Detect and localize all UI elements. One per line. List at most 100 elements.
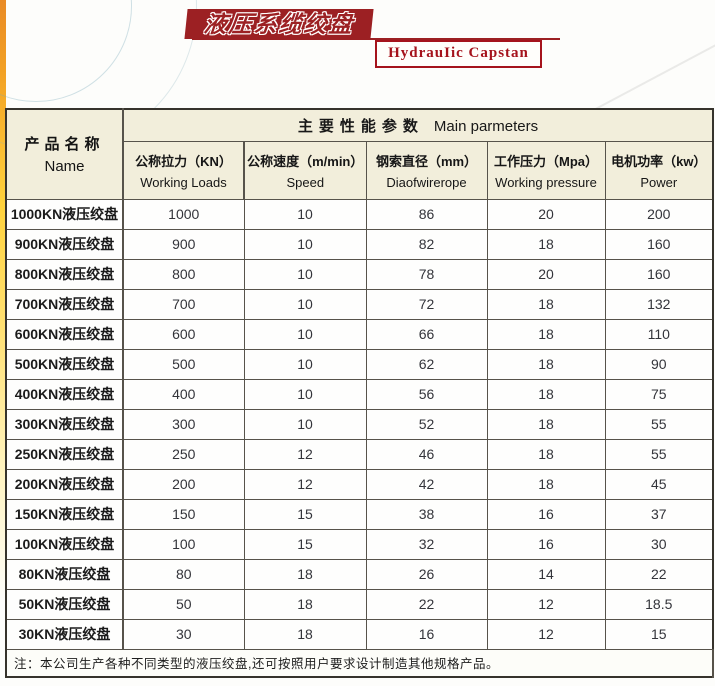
value-cell: 18	[486, 318, 606, 350]
value-cell: 10	[243, 198, 367, 230]
product-name-cell: 900KN液压绞盘	[5, 228, 124, 260]
value-cell: 200	[604, 198, 714, 230]
value-cell: 50	[122, 588, 245, 620]
table-row: 30KN液压绞盘 30 18 16 12 15	[5, 618, 714, 650]
column-header-cn: 钢索直径（mm）	[375, 153, 478, 169]
table-body: 1000KN液压绞盘 1000 10 86 20 200 900KN液压绞盘 900 10 82 1…	[5, 198, 714, 650]
product-name-cell: 50KN液压绞盘	[5, 588, 124, 620]
column-header-cn: 工作压力（Mpa）	[493, 153, 598, 169]
value-cell: 18	[243, 558, 367, 590]
table-note: 注：本公司生产各种不同类型的液压绞盘,还可按照用户要求设计制造其他规格产品。	[5, 648, 715, 678]
table-row: 150KN液压绞盘 150 15 38 16 37	[5, 498, 714, 530]
value-cell: 37	[604, 498, 714, 530]
value-cell: 26	[365, 558, 488, 590]
value-cell: 22	[604, 558, 714, 590]
value-cell: 18	[486, 288, 606, 320]
product-name-cell: 300KN液压绞盘	[5, 408, 124, 440]
product-name-cell: 150KN液压绞盘	[5, 498, 124, 530]
value-cell: 18	[486, 348, 606, 380]
value-cell: 10	[243, 318, 367, 350]
value-cell: 55	[604, 408, 714, 440]
table-row: 300KN液压绞盘 300 10 52 18 55	[5, 408, 714, 440]
product-name-cell: 80KN液压绞盘	[5, 558, 124, 590]
value-cell: 160	[604, 258, 714, 290]
column-header-en: Working pressure	[495, 174, 597, 190]
value-cell: 18	[243, 618, 367, 650]
value-cell: 10	[243, 228, 367, 260]
value-cell: 10	[243, 258, 367, 290]
product-name-cell: 600KN液压绞盘	[5, 318, 124, 350]
value-cell: 16	[365, 618, 488, 650]
value-cell: 10	[243, 348, 367, 380]
column-header-working-pressure: 工作压力（Mpa） Working pressure	[486, 140, 606, 200]
value-cell: 12	[243, 438, 367, 470]
group-header: 主要性能参数 Main parmeters	[122, 108, 714, 142]
table-row: 800KN液压绞盘 800 10 78 20 160	[5, 258, 714, 290]
product-name-cell: 400KN液压绞盘	[5, 378, 124, 410]
value-cell: 16	[486, 498, 606, 530]
value-cell: 700	[122, 288, 245, 320]
table-row: 900KN液压绞盘 900 10 82 18 160	[5, 228, 714, 260]
product-name-cell: 200KN液压绞盘	[5, 468, 124, 500]
product-name-cell: 250KN液压绞盘	[5, 438, 124, 470]
page-subtitle: HydrauIic Capstan	[375, 40, 542, 68]
value-cell: 80	[122, 558, 245, 590]
value-cell: 30	[604, 528, 714, 560]
table-row: 700KN液压绞盘 700 10 72 18 132	[5, 288, 714, 320]
value-cell: 66	[365, 318, 488, 350]
page-title: 液压系缆绞盘	[184, 9, 374, 39]
group-header-en: Main parmeters	[433, 117, 539, 135]
column-header-en: Power	[640, 174, 678, 190]
value-cell: 600	[122, 318, 245, 350]
value-cell: 10	[243, 288, 367, 320]
value-cell: 500	[122, 348, 245, 380]
product-name-cell: 700KN液压绞盘	[5, 288, 124, 320]
product-name-cell: 30KN液压绞盘	[5, 618, 124, 650]
value-cell: 18.5	[604, 588, 714, 620]
table-row: 250KN液压绞盘 250 12 46 18 55	[5, 438, 714, 470]
left-accent-stripe	[0, 0, 6, 686]
spec-table: 产品名称 Name 主要性能参数 Main parmeters 公称拉力（KN） …	[5, 108, 715, 678]
value-cell: 12	[486, 618, 606, 650]
column-header-cn: 公称拉力（KN）	[135, 153, 232, 169]
product-name-cell: 100KN液压绞盘	[5, 528, 124, 560]
value-cell: 56	[365, 378, 488, 410]
value-cell: 18	[486, 408, 606, 440]
table-row: 200KN液压绞盘 200 12 42 18 45	[5, 468, 714, 500]
value-cell: 132	[604, 288, 714, 320]
column-header-wire-diameter: 钢索直径（mm） Diaofwirerope	[365, 140, 488, 200]
value-cell: 18	[243, 588, 367, 620]
value-cell: 72	[365, 288, 488, 320]
column-header-speed: 公称速度（m/min） Speed	[243, 140, 367, 200]
column-header-cn: 公称速度（m/min）	[247, 153, 364, 169]
value-cell: 55	[604, 438, 714, 470]
table-row: 500KN液压绞盘 500 10 62 18 90	[5, 348, 714, 380]
product-name-cell: 500KN液压绞盘	[5, 348, 124, 380]
column-header-en: Speed	[286, 174, 325, 190]
value-cell: 12	[243, 468, 367, 500]
value-cell: 900	[122, 228, 245, 260]
value-cell: 15	[243, 528, 367, 560]
group-header-cn: 主要性能参数	[297, 117, 424, 135]
note-row: 注：本公司生产各种不同类型的液压绞盘,还可按照用户要求设计制造其他规格产品。	[5, 648, 715, 678]
value-cell: 22	[365, 588, 488, 620]
table-row: 600KN液压绞盘 600 10 66 18 110	[5, 318, 714, 350]
value-cell: 75	[604, 378, 714, 410]
value-cell: 800	[122, 258, 245, 290]
value-cell: 20	[486, 198, 606, 230]
column-header-name: 产品名称 Name	[5, 108, 124, 200]
value-cell: 100	[122, 528, 245, 560]
table-row: 100KN液压绞盘 100 15 32 16 30	[5, 528, 714, 560]
value-cell: 45	[604, 468, 714, 500]
value-cell: 12	[486, 588, 606, 620]
value-cell: 18	[486, 378, 606, 410]
value-cell: 15	[243, 498, 367, 530]
value-cell: 300	[122, 408, 245, 440]
value-cell: 20	[486, 258, 606, 290]
value-cell: 150	[122, 498, 245, 530]
value-cell: 32	[365, 528, 488, 560]
column-header-power: 电机功率（kw） Power	[604, 140, 714, 200]
value-cell: 160	[604, 228, 714, 260]
value-cell: 78	[365, 258, 488, 290]
